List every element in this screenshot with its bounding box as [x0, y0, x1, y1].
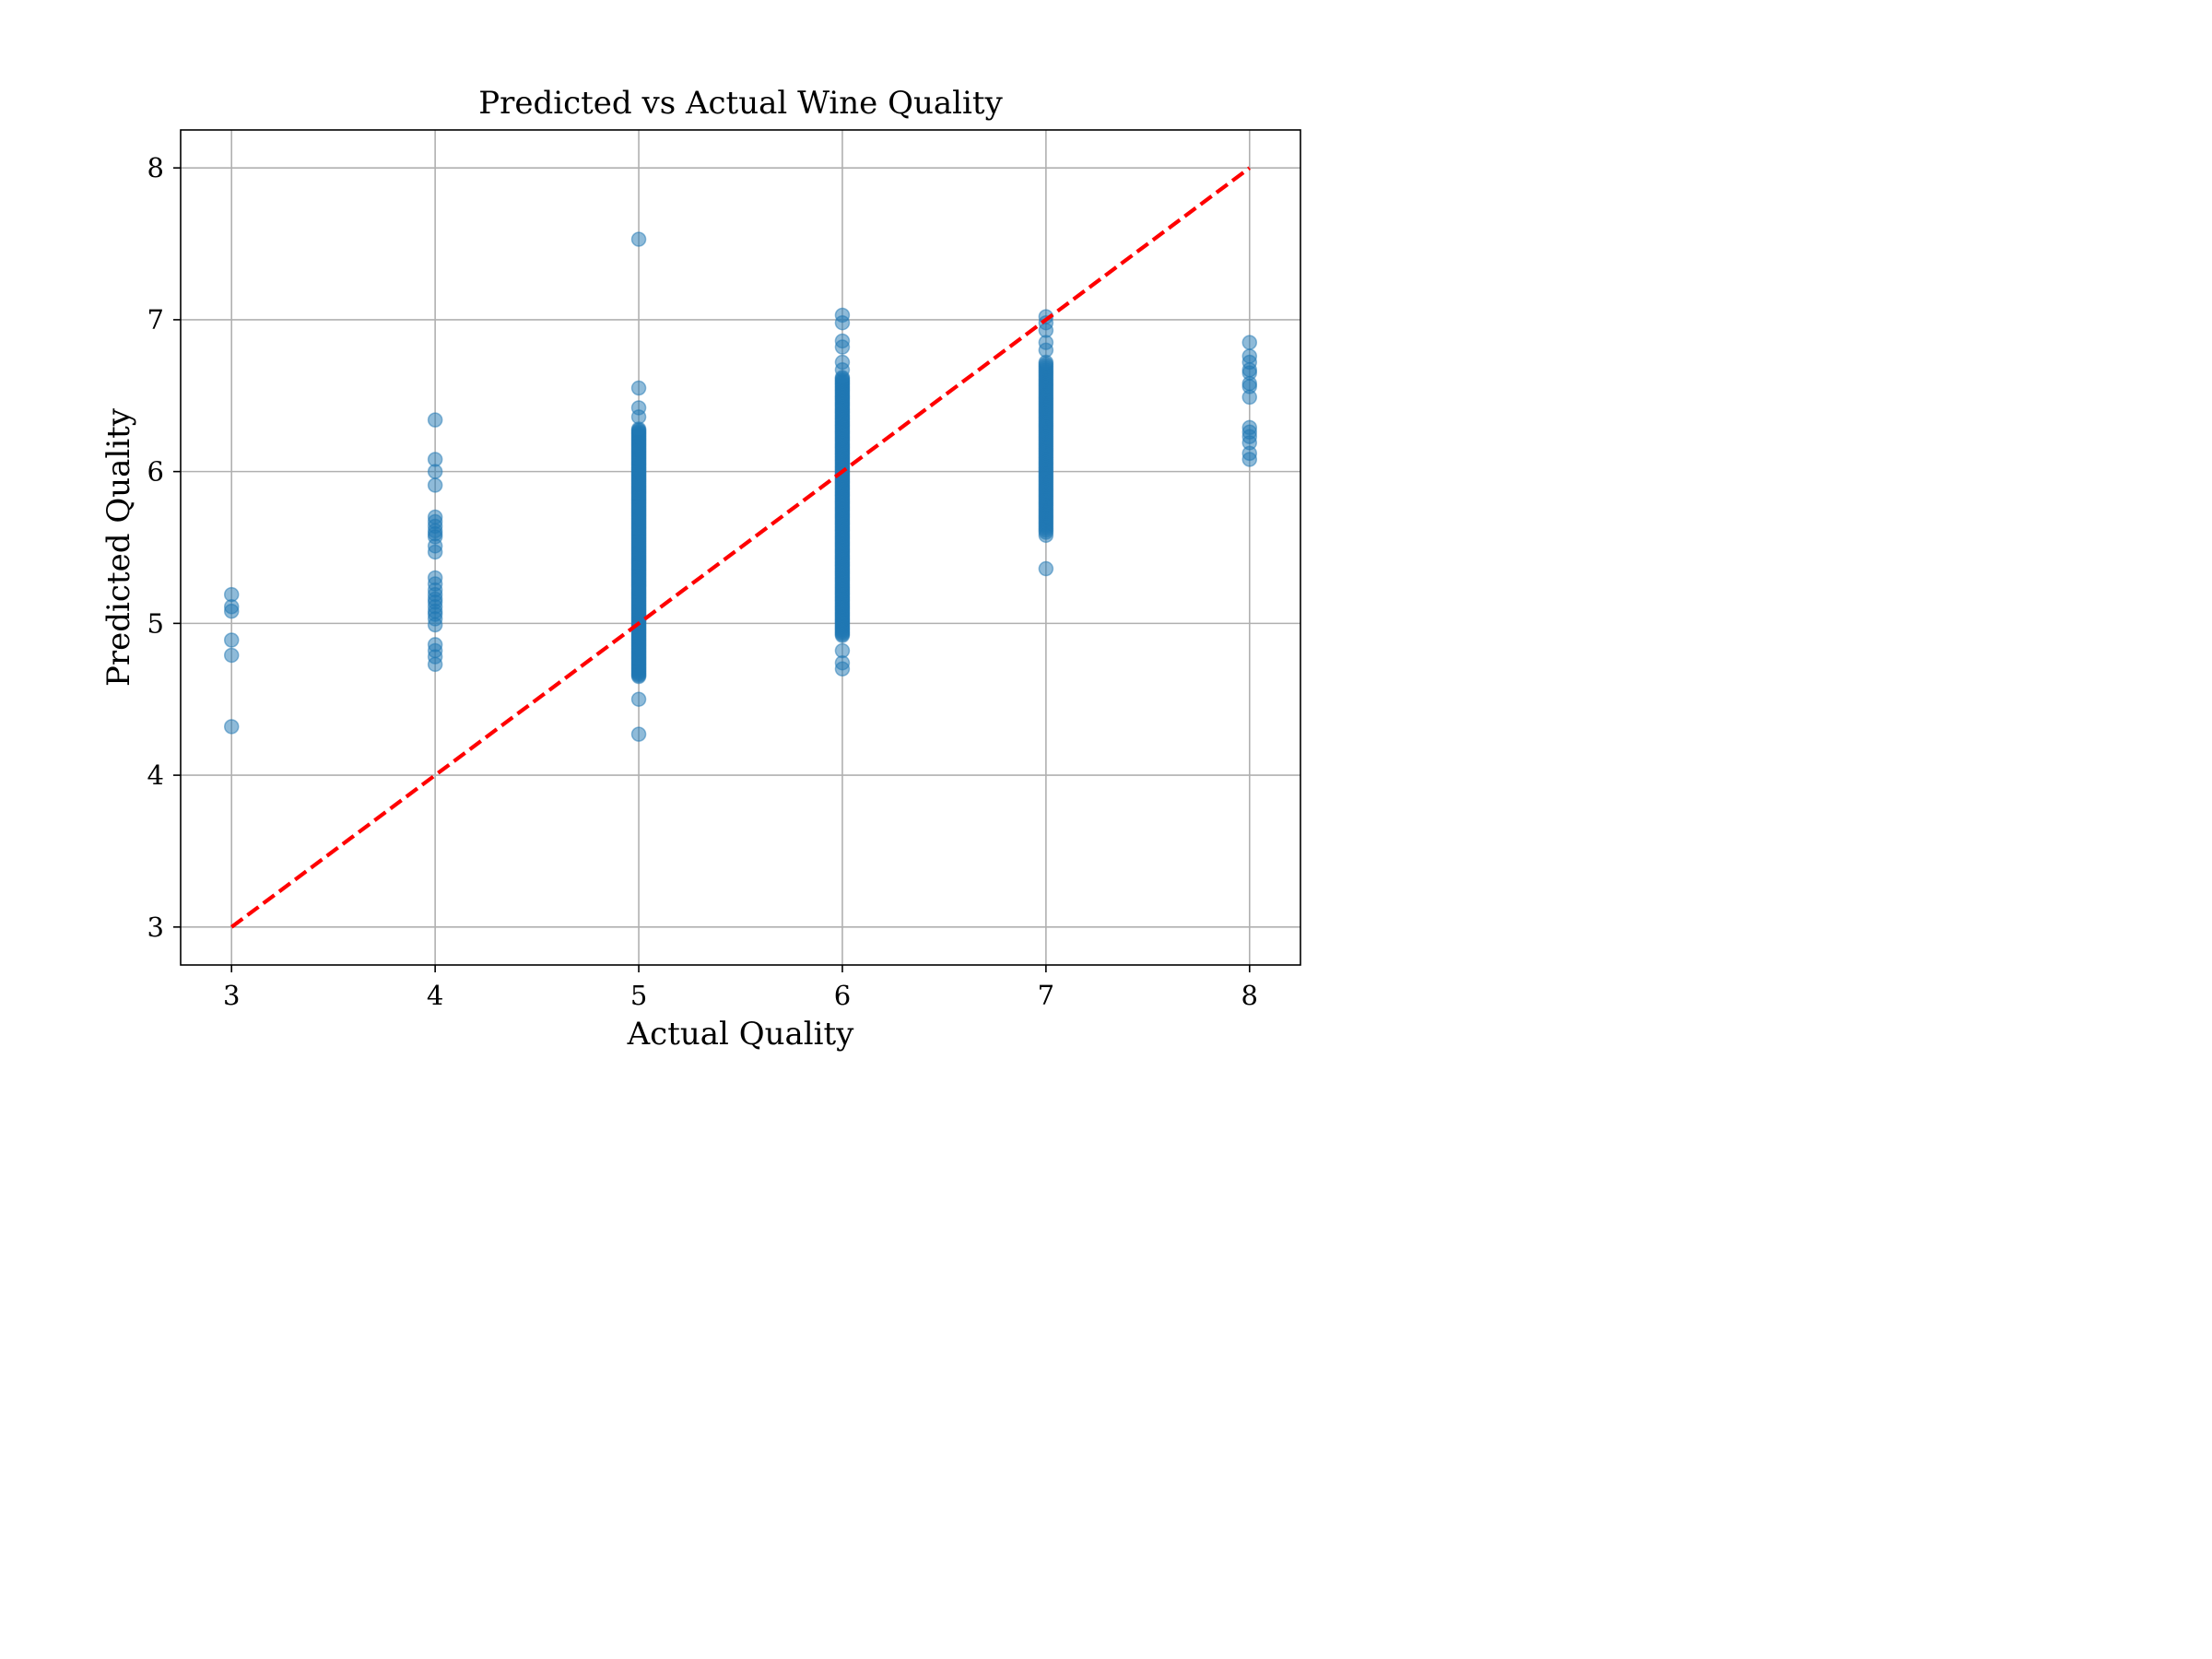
y-tick-label: 6 — [147, 456, 164, 488]
scatter-point — [427, 477, 443, 493]
chart-title: Predicted vs Actual Wine Quality — [478, 85, 1003, 122]
plot-frame — [180, 129, 1301, 966]
scatter-point — [223, 647, 240, 664]
ideal-line-layer — [229, 166, 1252, 929]
scatter-point — [630, 231, 647, 247]
scatter-point — [1241, 335, 1258, 350]
ticks-layer: 3 4 5 6 7 8 3 4 5 6 7 8 — [147, 152, 1258, 1011]
scatter-point — [630, 409, 647, 425]
scatter-point — [223, 719, 240, 735]
scatter-point — [630, 691, 647, 707]
scatter-point — [630, 726, 647, 742]
scatter-point — [223, 603, 240, 619]
ideal-prediction-line — [229, 166, 1252, 929]
y-tick-label: 4 — [147, 759, 164, 791]
x-tick-label: 3 — [223, 980, 240, 1011]
x-tick-label: 6 — [834, 980, 851, 1011]
points-layer — [223, 231, 1258, 742]
scatter-point — [1038, 342, 1054, 359]
scatter-point — [427, 656, 443, 673]
scatter-point — [1038, 560, 1054, 577]
scatter-point — [834, 661, 851, 677]
scatter-point — [223, 632, 240, 648]
y-tick-label: 7 — [147, 304, 164, 335]
x-tick-label: 5 — [630, 980, 647, 1011]
scatter-point — [1241, 389, 1258, 406]
scatter-point — [1038, 527, 1054, 544]
scatter-point — [427, 464, 443, 479]
y-axis-label: Predicted Quality — [100, 407, 137, 687]
scatter-point — [834, 314, 851, 331]
scatter-chart: 3 4 5 6 7 8 3 4 5 6 7 8 Predicted vs Actual Wine Qu… — [100, 85, 1301, 1053]
x-tick-label: 4 — [427, 980, 443, 1011]
y-tick-label: 8 — [147, 152, 164, 183]
x-tick-label: 7 — [1038, 980, 1054, 1011]
x-tick-label: 8 — [1241, 980, 1258, 1011]
scatter-point — [834, 339, 851, 355]
scatter-point — [1241, 452, 1258, 467]
x-axis-label: Actual Quality — [627, 1016, 855, 1053]
y-tick-label: 3 — [147, 912, 164, 943]
grid-layer — [181, 130, 1300, 965]
scatter-point — [427, 412, 443, 428]
scatter-point — [427, 617, 443, 633]
scatter-point — [630, 380, 647, 396]
scatter-point — [427, 544, 443, 560]
scatter-point — [834, 362, 851, 378]
y-tick-label: 5 — [147, 607, 164, 639]
